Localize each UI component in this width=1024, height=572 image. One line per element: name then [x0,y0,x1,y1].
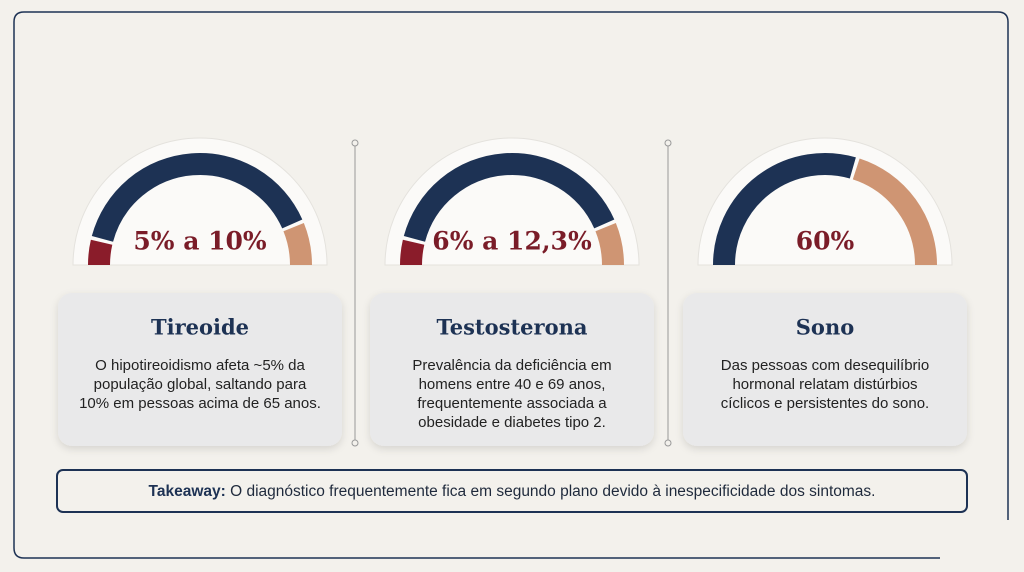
gauge-segment [91,153,303,242]
stat: 6% a 12,3% [432,227,592,256]
takeaway: Takeaway: O diagnóstico frequentemente f… [149,483,876,500]
card-line: Das pessoas com desequilíbrio [721,357,929,374]
gauge-segment [852,158,937,266]
card-line: hormonal relatam distúrbios [732,376,917,393]
divider-dot [664,139,672,147]
divider-dot [664,439,672,447]
card-title: Sono [796,315,854,340]
gauge-segment [403,153,615,242]
gauge-segment [713,153,856,266]
card-title: Testosterona [437,315,588,340]
gauge-segment [595,223,624,266]
gauge-halo [697,137,953,266]
takeaway-label: Takeaway: [149,483,226,500]
gauge-halo [384,137,640,266]
takeaway-text: O diagnóstico frequentemente fica em seg… [230,483,875,500]
divider-dot [351,139,359,147]
frame [13,11,1009,559]
gauge-segment [400,239,425,266]
cards [58,293,967,446]
card-line: 10% em pessoas acima de 65 anos. [79,395,321,412]
gauge-segment [88,239,113,266]
card [683,293,967,446]
dividers [351,139,672,447]
gauge-segment [283,223,312,266]
card-line: O hipotireoidismo afeta ~5% da [95,357,305,374]
stat: 5% a 10% [133,227,267,256]
gauge-halo [72,137,328,266]
card-line: homens entre 40 e 69 anos, [419,376,606,393]
card [370,293,654,446]
takeaway-box [56,469,968,513]
card-line: população global, saltando para [94,376,307,393]
divider-dot [351,439,359,447]
card-line: cíclicos e persistentes do sono. [721,395,929,412]
card-title: Tireoide [151,315,249,340]
stat: 60% [796,227,855,256]
card-line: frequentemente associada a [417,395,607,412]
card-line: obesidade e diabetes tipo 2. [418,414,606,431]
card-line: Prevalência da deficiência em [412,357,611,374]
gauges [72,137,953,266]
card [58,293,342,446]
